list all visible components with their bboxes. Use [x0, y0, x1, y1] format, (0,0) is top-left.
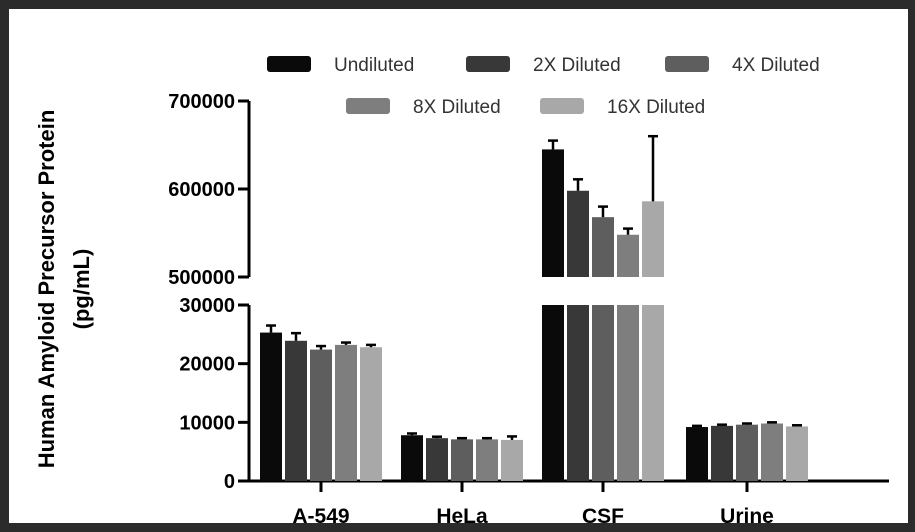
y-tick-label: 600000 [168, 179, 235, 201]
category-label: CSF [582, 505, 624, 523]
category-labels: A-549 HeLa CSF Urine [292, 505, 773, 523]
bar [542, 149, 564, 277]
category-label: Urine [720, 505, 774, 523]
legend-swatch [466, 56, 510, 72]
y-tick-label: 500000 [168, 267, 235, 289]
bar [426, 438, 448, 481]
bar [310, 349, 332, 481]
legend-swatch [267, 56, 311, 72]
y-tick-label: 0 [224, 471, 235, 493]
category-label: HeLa [436, 505, 488, 523]
error-bars [266, 134, 802, 440]
bar [335, 344, 357, 481]
y-tick-label: 30000 [179, 295, 235, 317]
chart-frame: Human Amyloid Precursor Protein (pg/mL) … [9, 9, 908, 523]
bar [285, 340, 307, 481]
legend-label: 16X Diluted [607, 97, 705, 118]
legend-label: Undiluted [334, 55, 414, 76]
legend-label: 2X Diluted [533, 55, 621, 76]
bar [786, 426, 808, 481]
bar-lower-segment [567, 305, 589, 481]
bar [567, 190, 589, 277]
legend-swatch [665, 56, 709, 72]
bar-chart: Human Amyloid Precursor Protein (pg/mL) … [34, 55, 889, 523]
y-tick-label: 20000 [179, 354, 235, 376]
bar [686, 427, 708, 481]
bar-lower-segment [592, 305, 614, 481]
bar [736, 424, 758, 481]
bar [260, 332, 282, 481]
bars [260, 149, 808, 481]
bar [617, 234, 639, 277]
y-tick-label: 10000 [179, 412, 235, 434]
bar-lower-segment [617, 305, 639, 481]
legend-swatch [540, 98, 584, 114]
legend-swatch [346, 98, 390, 114]
y-axis-label: Human Amyloid Precursor Protein (pg/mL) [34, 110, 94, 469]
y-axis-label-line2: (pg/mL) [69, 249, 94, 330]
bar [501, 439, 523, 481]
bar-lower-segment [642, 305, 664, 481]
bar [592, 217, 614, 277]
bar-lower-segment [542, 305, 564, 481]
legend-label: 4X Diluted [732, 55, 820, 76]
bar [711, 425, 733, 481]
bar [761, 423, 783, 481]
bar [476, 439, 498, 481]
y-axis-label-line1: Human Amyloid Precursor Protein [34, 110, 59, 469]
bar [360, 347, 382, 481]
legend: Undiluted 2X Diluted 4X Diluted 8X Diluted 1… [267, 55, 820, 118]
bar [401, 435, 423, 481]
category-label: A-549 [292, 505, 349, 523]
bar [451, 439, 473, 481]
legend-label: 8X Diluted [413, 97, 501, 118]
bar [642, 201, 664, 277]
y-tick-label: 700000 [168, 91, 235, 113]
